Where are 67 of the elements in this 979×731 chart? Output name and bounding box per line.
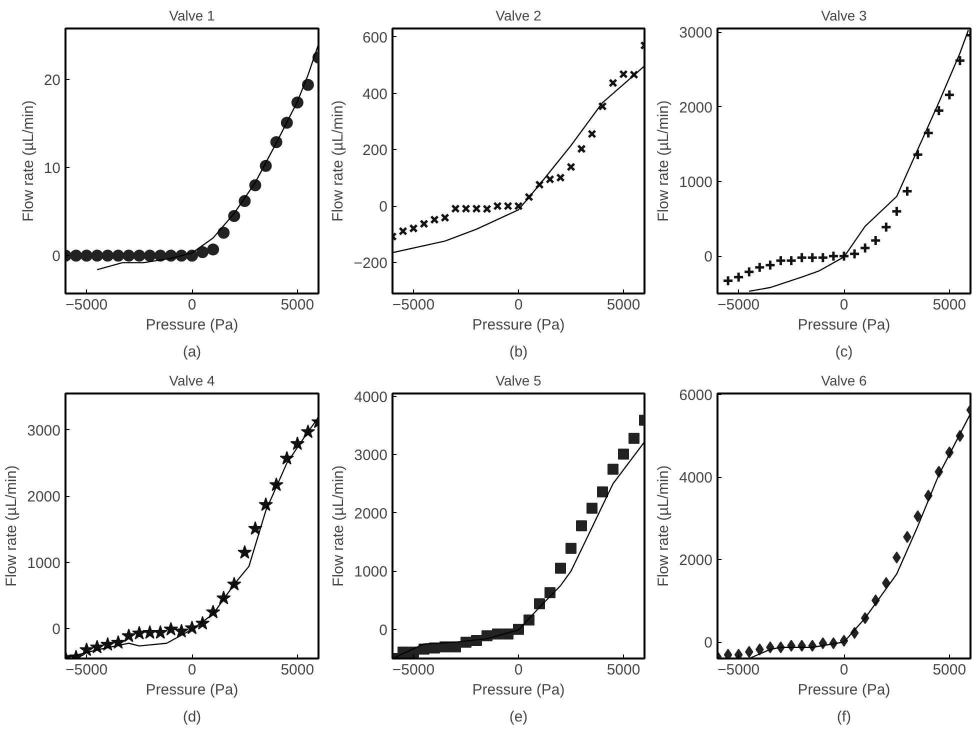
x-axis-title: Pressure (Pa) (472, 316, 565, 334)
x-tick-label: −5000 (66, 662, 108, 678)
x-axis-title: Pressure (Pa) (146, 316, 238, 334)
chart-title: Valve 3 (821, 8, 868, 24)
text: (b) (509, 344, 528, 360)
y-tick-label: 6000 (679, 387, 713, 404)
x-tick-label: −5000 (66, 296, 108, 314)
chart-title: Valve 5 (496, 372, 542, 388)
y-tick-label: 1000 (354, 564, 388, 581)
y-axis-title: Flow rate (µL/min) (330, 465, 348, 587)
x-tick-label: 0 (514, 296, 523, 314)
x-tick-label: 0 (514, 662, 523, 678)
y-tick-label: 600 (362, 29, 388, 46)
chart-title: Valve 6 (821, 372, 868, 388)
y-tick-label: 3000 (679, 24, 713, 42)
x-tick-label: −5000 (718, 296, 760, 314)
x-tick-label: 5000 (280, 296, 314, 314)
y-tick-label: 0 (52, 621, 60, 638)
y-tick-label: 0 (704, 634, 712, 652)
y-tick-label: 2000 (679, 99, 713, 116)
y-tick-label: 4000 (354, 388, 388, 406)
x-axis-title: Pressure (Pa) (798, 316, 890, 334)
y-tick-label: 2000 (354, 505, 388, 522)
x-axis-title: Pressure (Pa) (798, 682, 890, 698)
y-tick-label: 3000 (27, 422, 61, 440)
y-tick-label: −200 (354, 254, 388, 272)
x-tick-label: 5000 (606, 296, 640, 314)
chart-title: Valve 2 (496, 8, 542, 24)
y-tick-label: 0 (52, 248, 60, 266)
x-tick-label: 5000 (932, 662, 966, 678)
text: (d) (182, 708, 202, 726)
x-axis-title: Pressure (Pa) (146, 682, 238, 698)
text: (a) (182, 344, 202, 360)
y-tick-label: 0 (379, 198, 388, 216)
y-tick-label: 200 (362, 142, 388, 160)
y-tick-label: 400 (362, 86, 388, 103)
x-tick-label: −5000 (718, 662, 760, 678)
y-tick-label: 4000 (679, 470, 713, 487)
y-axis-title: Flow rate (µL/min) (20, 100, 37, 222)
chart-title: Valve 1 (169, 8, 216, 24)
y-tick-label: 1000 (27, 554, 61, 572)
y-tick-label: 2000 (679, 552, 713, 570)
x-tick-label: 0 (188, 662, 196, 678)
x-tick-label: 5000 (606, 662, 640, 678)
y-tick-label: 2000 (27, 488, 61, 506)
y-tick-label: 0 (704, 248, 712, 266)
y-tick-label: 1000 (679, 174, 713, 192)
y-axis-title: Flow rate (µL/min) (655, 100, 672, 222)
y-tick-label: 10 (44, 160, 61, 178)
text: (c) (835, 344, 853, 360)
x-tick-label: 0 (188, 296, 196, 314)
x-tick-label: 0 (840, 296, 848, 314)
y-tick-label: 3000 (354, 447, 388, 464)
chart-title: Valve 4 (169, 372, 216, 388)
text: (f) (836, 708, 852, 726)
x-tick-label: −5000 (392, 662, 435, 678)
text: (e) (509, 708, 528, 726)
x-tick-label: 0 (840, 662, 848, 678)
x-tick-label: 5000 (280, 662, 314, 678)
x-axis-title: Pressure (Pa) (472, 682, 565, 698)
y-tick-label: 20 (44, 72, 61, 90)
y-axis-title: Flow rate (µL/min) (3, 465, 20, 587)
y-axis-title: Flow rate (µL/min) (655, 465, 672, 587)
y-tick-label: 0 (379, 622, 388, 639)
y-axis-title: Flow rate (µL/min) (330, 100, 347, 222)
x-tick-label: 5000 (932, 296, 966, 314)
x-tick-label: −5000 (392, 296, 435, 314)
